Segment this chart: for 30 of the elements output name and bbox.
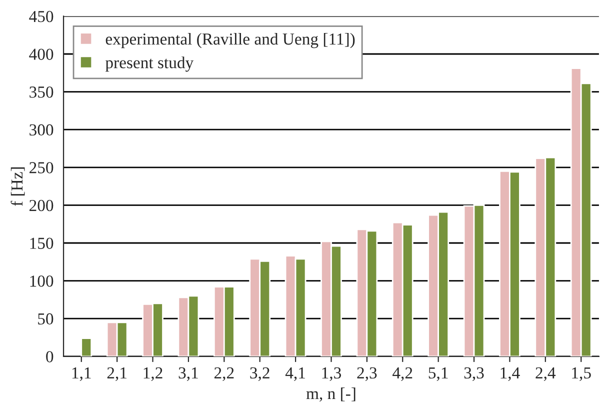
x-tick-label: 2,1: [107, 367, 126, 381]
x-tick-label: 4,2: [392, 367, 412, 381]
x-tick-label: 3,2: [250, 367, 270, 381]
y-tick-label: 50: [38, 313, 54, 325]
y-tick-label: 0: [46, 351, 54, 362]
x-tick-label: 1,5: [572, 367, 591, 381]
x-tick-label: 5,1: [428, 367, 448, 381]
y-tick-label: 350: [30, 86, 54, 98]
y-tick-label: 250: [30, 162, 54, 174]
y-axis-title: f [Hz]: [10, 167, 25, 206]
y-tick-label: 300: [30, 124, 54, 136]
bar: [80, 338, 92, 356]
x-tick-label: 1,1: [72, 367, 91, 381]
x-tick-label: 1,3: [322, 367, 342, 381]
x-tick-label: 2,4: [536, 367, 556, 381]
y-tick-label: 100: [30, 276, 54, 287]
y-tick-label: 150: [30, 238, 54, 249]
x-tick-label: 1,4: [500, 367, 520, 381]
y-tick-label: 200: [30, 200, 54, 212]
x-axis-title: m, n [-]: [306, 387, 356, 402]
y-tick-label: 400: [29, 48, 54, 60]
y-tick-label: 450: [29, 10, 54, 22]
x-tick-label: 4,1: [285, 367, 305, 381]
x-tick-label: 3,3: [464, 367, 484, 381]
legend-label: experimental (Raville and Ueng [11]): [106, 32, 355, 48]
x-tick-label: 2,2: [214, 367, 234, 381]
x-tick-label: 1,2: [144, 367, 162, 381]
legend-label: present study: [105, 56, 194, 72]
x-tick-label: 2,3: [357, 367, 377, 381]
x-tick-label: 3,1: [178, 367, 198, 381]
